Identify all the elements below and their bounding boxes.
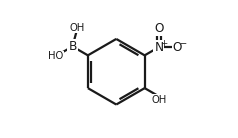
Text: B: B — [68, 40, 77, 53]
Text: O: O — [173, 41, 182, 54]
Text: O: O — [154, 22, 164, 35]
Text: OH: OH — [70, 23, 85, 33]
Text: N: N — [154, 41, 164, 54]
Text: −: − — [179, 39, 186, 48]
Text: OH: OH — [152, 95, 167, 105]
Text: HO: HO — [48, 51, 64, 61]
Text: +: + — [160, 39, 168, 48]
